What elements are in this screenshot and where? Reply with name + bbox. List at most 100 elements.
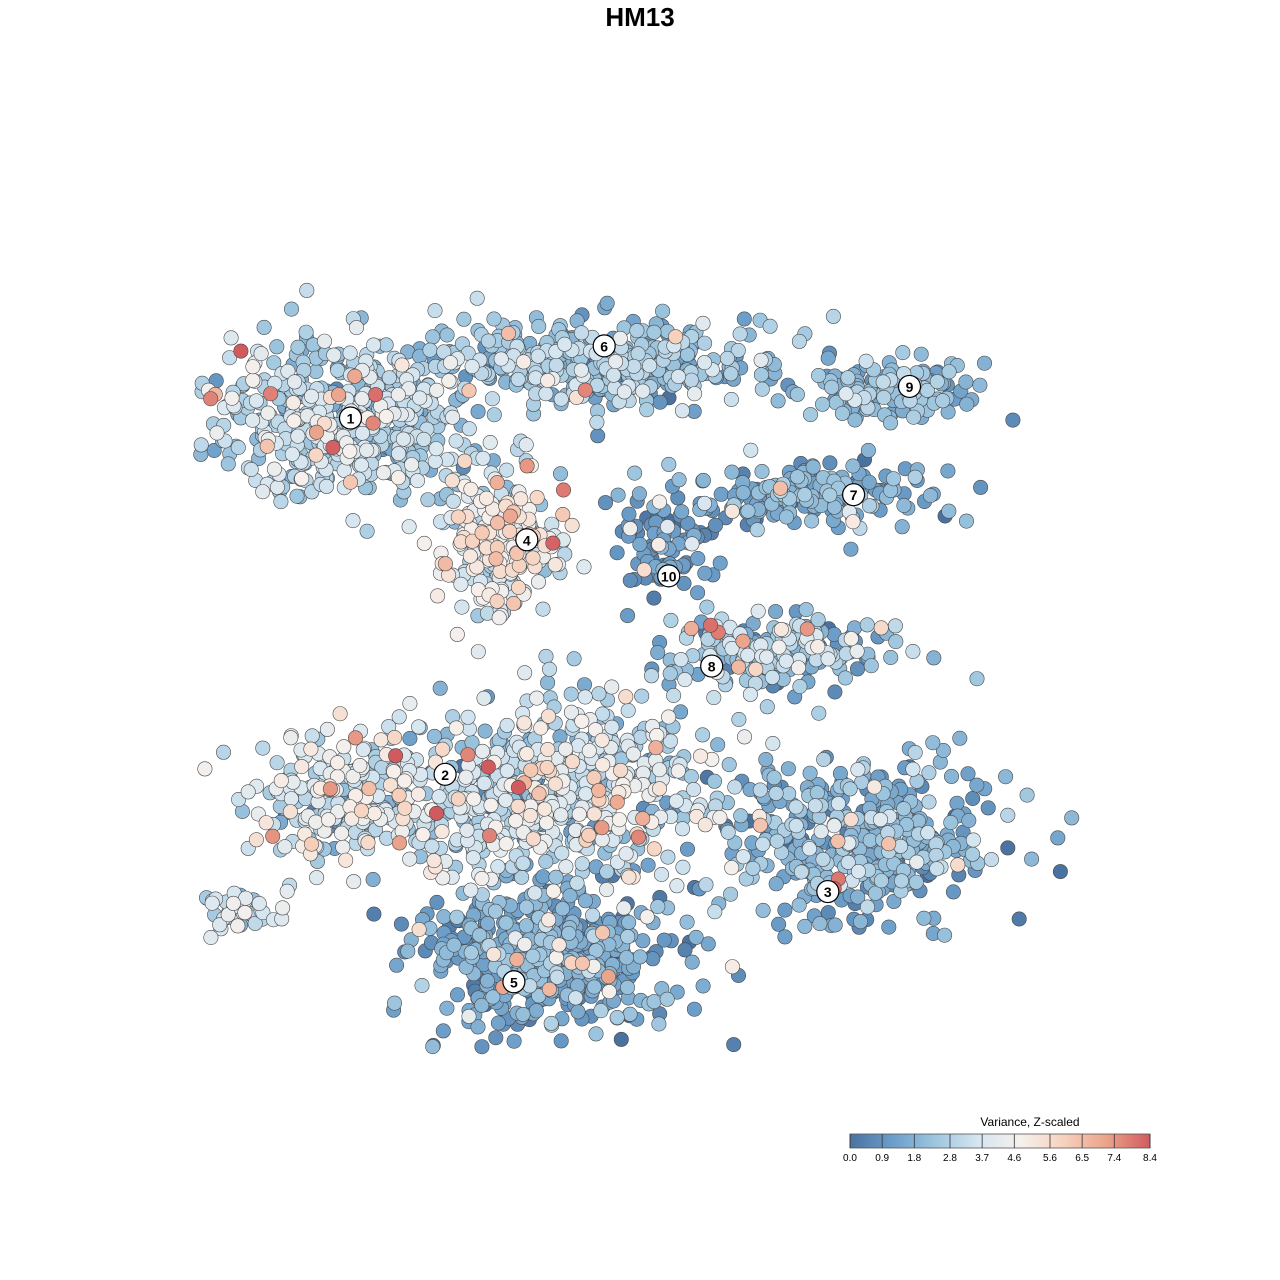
- cell-point: [845, 458, 861, 474]
- cell-point: [797, 487, 813, 503]
- cluster-label-circle: [592, 334, 616, 358]
- cell-point: [881, 836, 897, 852]
- cell-point: [608, 354, 624, 370]
- cell-point: [1019, 787, 1035, 803]
- cluster-label-text: 6: [600, 338, 608, 354]
- cell-point: [762, 318, 778, 334]
- legend-ticks: 0.0 0.9 1.8 2.8 3.7 4.6 5.6 6.5 7.4 8.4: [843, 1134, 1157, 1164]
- cell-point: [677, 942, 693, 958]
- cell-point: [275, 900, 291, 916]
- cell-point: [530, 574, 546, 590]
- cell-point: [540, 372, 556, 388]
- cell-point: [499, 717, 515, 733]
- cell-point: [299, 282, 315, 298]
- cell-point: [651, 1016, 667, 1032]
- cell-point: [325, 439, 341, 455]
- cell-point: [961, 812, 977, 828]
- cell-point: [415, 827, 431, 843]
- cell-point: [969, 671, 985, 687]
- cell-point: [810, 612, 826, 628]
- cell-point: [488, 551, 504, 567]
- cell-point: [461, 1008, 477, 1024]
- cell-point: [600, 969, 616, 985]
- cell-point: [230, 918, 246, 934]
- cell-point: [525, 948, 541, 964]
- cell-point: [352, 757, 368, 773]
- cell-point: [650, 899, 666, 915]
- cell-point: [476, 690, 492, 706]
- cell-point: [569, 875, 585, 891]
- cell-point: [827, 684, 843, 700]
- cell-point: [973, 479, 989, 495]
- legend-tick-label: 0.0: [843, 1153, 857, 1164]
- cell-point: [483, 797, 499, 813]
- cell-point: [684, 536, 700, 552]
- cell-point: [635, 811, 651, 827]
- cell-point: [905, 761, 921, 777]
- cell-point: [345, 513, 361, 529]
- cell-point: [456, 311, 472, 327]
- cell-point: [409, 473, 425, 489]
- cell-point: [631, 486, 647, 502]
- legend-tick-label: 7.4: [1107, 1153, 1121, 1164]
- cell-point: [814, 396, 830, 412]
- cell-point: [513, 491, 529, 507]
- cell-point: [444, 473, 460, 489]
- cell-point: [578, 786, 594, 802]
- cell-point: [695, 978, 711, 994]
- cluster-label-text: 1: [347, 411, 355, 427]
- cell-point: [759, 649, 775, 665]
- cell-point: [308, 447, 324, 463]
- cell-point: [427, 453, 443, 469]
- cell-point: [679, 914, 695, 930]
- cell-point: [753, 352, 769, 368]
- cluster-label-4: 4: [515, 528, 539, 552]
- cell-point: [486, 946, 502, 962]
- cell-point: [484, 391, 500, 407]
- cell-point: [686, 781, 702, 797]
- cell-point: [355, 742, 371, 758]
- cell-point: [724, 464, 740, 480]
- cluster-markers-layer: 1 6 9 7 4 10 8 2 3 5: [338, 334, 922, 994]
- cell-point: [487, 903, 503, 919]
- cell-point: [404, 457, 420, 473]
- cell-point: [632, 536, 648, 552]
- cell-point: [303, 836, 319, 852]
- cell-point: [577, 893, 593, 909]
- legend-tick-label: 1.8: [907, 1153, 921, 1164]
- cell-point: [256, 319, 272, 335]
- cell-point: [393, 916, 409, 932]
- cell-point: [333, 825, 349, 841]
- cell-point: [707, 904, 723, 920]
- cell-point: [435, 1023, 451, 1039]
- cell-point: [908, 874, 924, 890]
- cluster-label-5: 5: [502, 970, 526, 994]
- cell-point: [723, 886, 739, 902]
- cell-point: [735, 485, 751, 501]
- cell-point: [400, 943, 416, 959]
- cell-point: [620, 929, 636, 945]
- cell-point: [754, 463, 770, 479]
- cell-point: [690, 550, 706, 566]
- cell-point: [285, 395, 301, 411]
- cell-point: [286, 413, 302, 429]
- cell-point: [573, 325, 589, 341]
- cell-point: [573, 362, 589, 378]
- cell-point: [840, 854, 856, 870]
- cell-point: [581, 827, 597, 843]
- cell-point: [895, 345, 911, 361]
- cell-point: [766, 770, 782, 786]
- cell-point: [655, 303, 671, 319]
- cell-point: [255, 484, 271, 500]
- cell-point: [863, 658, 879, 674]
- cell-point: [688, 929, 704, 945]
- cell-point: [646, 994, 662, 1010]
- cluster-label-circle: [657, 564, 681, 588]
- cell-point: [353, 803, 369, 819]
- cell-point: [735, 633, 751, 649]
- cell-point: [448, 720, 464, 736]
- cluster-label-text: 7: [850, 487, 858, 503]
- cell-point: [660, 849, 676, 865]
- cell-point: [759, 699, 775, 715]
- cell-point: [525, 550, 541, 566]
